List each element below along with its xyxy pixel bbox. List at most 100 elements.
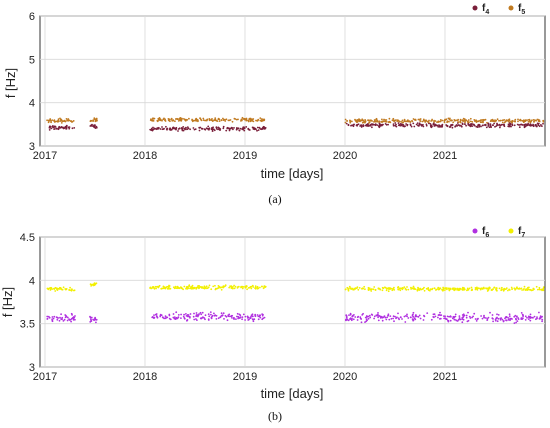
point-f4 xyxy=(54,127,56,130)
point-f6 xyxy=(541,315,543,318)
point-f6 xyxy=(528,316,530,319)
point-f5 xyxy=(496,118,499,121)
point-f7 xyxy=(449,287,452,290)
point-f4 xyxy=(238,129,241,132)
point-f6 xyxy=(187,314,190,316)
x-ticks-a: 2017 2018 2019 2020 2021 xyxy=(33,150,457,162)
point-f7 xyxy=(456,287,459,290)
point-f7 xyxy=(256,286,258,289)
point-f4 xyxy=(508,125,511,128)
point-f5 xyxy=(434,120,437,122)
point-f4 xyxy=(352,125,355,128)
point-f6 xyxy=(46,315,49,318)
y-tick-label-b-2: 4 xyxy=(29,275,35,287)
point-f7 xyxy=(493,286,496,289)
point-f5 xyxy=(59,117,61,120)
point-f5 xyxy=(371,120,373,122)
point-f6 xyxy=(59,316,61,319)
point-f5 xyxy=(367,119,369,122)
point-f4 xyxy=(413,125,416,128)
point-f7 xyxy=(64,288,67,290)
point-f5 xyxy=(376,119,378,122)
point-f5 xyxy=(454,119,456,122)
point-f5 xyxy=(527,119,530,121)
point-f4 xyxy=(451,126,454,129)
point-f7 xyxy=(439,287,442,290)
point-f7 xyxy=(188,285,190,288)
legend-label-f4: f4 xyxy=(482,3,489,16)
point-f6 xyxy=(499,317,502,320)
point-f6 xyxy=(235,318,237,320)
point-f7 xyxy=(70,289,73,292)
point-f4 xyxy=(523,126,526,129)
point-f4 xyxy=(225,129,228,132)
point-f6 xyxy=(514,314,517,317)
point-f5 xyxy=(214,117,217,119)
point-f4 xyxy=(159,128,162,130)
point-f5 xyxy=(448,120,450,123)
point-f6 xyxy=(360,321,363,324)
point-f7 xyxy=(94,283,97,286)
point-f6 xyxy=(439,311,441,314)
point-f4 xyxy=(508,122,511,124)
x-tick-label-a-0: 2017 xyxy=(33,150,57,162)
point-f7 xyxy=(240,286,243,288)
point-f7 xyxy=(210,288,213,291)
point-f7 xyxy=(392,288,395,290)
point-f5 xyxy=(344,121,347,124)
point-f7 xyxy=(437,288,439,290)
y-tick-label-a-0: 3 xyxy=(29,141,35,153)
point-f6 xyxy=(60,313,62,316)
point-f5 xyxy=(176,118,179,120)
point-f6 xyxy=(378,315,381,317)
point-f6 xyxy=(180,313,183,316)
point-f7 xyxy=(217,285,220,287)
point-f5 xyxy=(401,121,404,124)
legend-label-f6: f6 xyxy=(482,226,489,239)
point-f6 xyxy=(501,318,504,321)
point-f6 xyxy=(401,318,403,320)
point-f7 xyxy=(166,287,169,290)
point-f6 xyxy=(210,313,212,316)
point-f6 xyxy=(448,315,450,318)
point-f5 xyxy=(482,119,485,121)
point-f6 xyxy=(505,319,508,322)
point-f6 xyxy=(492,318,494,320)
point-f4 xyxy=(181,127,184,130)
point-f4 xyxy=(94,127,97,129)
point-f7 xyxy=(507,289,509,292)
point-f4 xyxy=(433,123,435,126)
y-ticks-b: 3 3.5 4 4.5 xyxy=(20,232,35,374)
point-f5 xyxy=(480,119,482,121)
point-f6 xyxy=(90,318,92,321)
point-f6 xyxy=(502,320,505,322)
point-f7 xyxy=(498,287,501,290)
point-f7 xyxy=(423,289,426,292)
caption-b: (b) xyxy=(268,409,282,423)
point-f6 xyxy=(462,313,465,316)
point-f5 xyxy=(229,119,232,121)
point-f5 xyxy=(210,119,213,121)
point-f7 xyxy=(203,285,206,288)
point-f5 xyxy=(507,119,510,121)
point-f7 xyxy=(387,290,390,293)
point-f7 xyxy=(414,288,417,290)
point-f6 xyxy=(461,316,464,319)
point-f7 xyxy=(358,287,361,289)
x-tick-label-b-1: 2018 xyxy=(133,371,157,383)
point-f5 xyxy=(441,119,444,122)
point-f6 xyxy=(204,314,207,317)
point-f6 xyxy=(352,318,355,321)
point-f7 xyxy=(370,290,373,292)
point-f5 xyxy=(439,119,442,121)
point-f4 xyxy=(538,125,541,128)
point-f6 xyxy=(209,311,212,313)
point-f5 xyxy=(202,117,205,120)
point-f4 xyxy=(430,125,432,128)
point-f4 xyxy=(478,124,481,127)
point-f4 xyxy=(425,124,428,127)
point-f6 xyxy=(393,320,395,323)
point-f4 xyxy=(194,128,197,131)
point-f4 xyxy=(211,128,214,131)
point-f4 xyxy=(165,125,167,128)
